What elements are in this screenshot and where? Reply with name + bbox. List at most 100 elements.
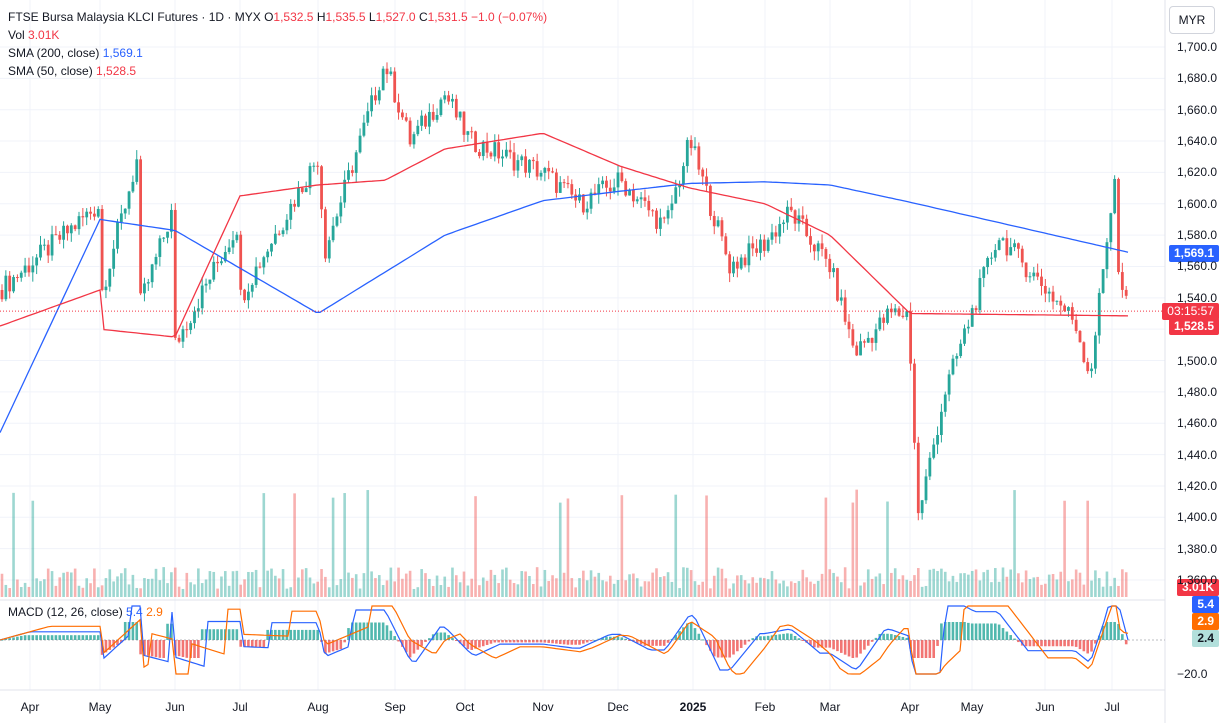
candle-body <box>605 180 608 188</box>
macd-hist-bar <box>308 629 312 640</box>
candle-body <box>732 261 735 274</box>
legend-c-value: 1,531.5 <box>427 10 468 24</box>
candle-body <box>277 233 281 235</box>
candle-body <box>959 343 963 357</box>
macd-hist-bar <box>420 640 423 646</box>
currency-button[interactable]: MYR <box>1169 6 1215 34</box>
macd-hist-bar <box>285 629 289 640</box>
candle-body <box>150 264 154 283</box>
candle-body <box>85 211 89 218</box>
candle-body <box>189 323 193 330</box>
candle-body <box>104 286 108 291</box>
volume-bar <box>986 569 989 597</box>
candle-body <box>628 189 631 196</box>
candle-body <box>281 230 285 235</box>
candle-body <box>866 337 870 343</box>
candle-body <box>393 71 397 103</box>
macd-hist-bar <box>1044 640 1047 647</box>
y-tick-label: 1,440.0 <box>1177 447 1218 462</box>
candle-body <box>1124 289 1128 296</box>
candle-body <box>874 329 878 343</box>
macd-hist-bar <box>108 640 112 650</box>
macd-hist-bar <box>62 635 65 640</box>
x-tick-label: Nov <box>532 700 554 714</box>
macd-hist-bar <box>43 635 46 640</box>
macd-hist-bar <box>1078 640 1082 650</box>
candle-body <box>782 222 785 225</box>
candle-body <box>1063 305 1066 311</box>
macd-hist-bar <box>58 635 62 640</box>
volume-bar <box>1036 576 1039 597</box>
macd-hist-bar <box>443 632 447 640</box>
volume-bar <box>89 583 92 597</box>
macd-hist-bar <box>693 628 697 640</box>
y-tick-label: 1,480.0 <box>1177 384 1218 399</box>
signal-line <box>0 605 1129 675</box>
legend-l-value: 1,527.0 <box>375 10 416 24</box>
macd-hist-bar <box>882 633 885 640</box>
volume-bar <box>216 588 219 597</box>
macd-hist-bar <box>331 640 335 652</box>
macd-hist-bar <box>994 623 997 640</box>
volume-bar <box>1063 500 1066 597</box>
macd-hist-bar <box>339 640 343 650</box>
sma200-line <box>0 181 1129 433</box>
legend-sma50-label: SMA (50, close) <box>8 64 93 78</box>
macd-hist-bar <box>786 633 789 640</box>
volume-bar <box>193 584 196 597</box>
candle-body <box>720 220 724 237</box>
candle-body <box>936 434 939 445</box>
legend-o-value: 1,532.5 <box>273 10 314 24</box>
candle-body <box>243 289 246 301</box>
candle-body <box>366 111 370 123</box>
volume-bar <box>547 581 550 597</box>
candle-body <box>955 356 959 359</box>
candle-body <box>566 182 570 185</box>
macd-hist-bar <box>351 622 354 640</box>
candle-body <box>327 240 331 259</box>
volume-bar <box>308 577 312 597</box>
candle-body <box>23 265 27 273</box>
volume-bar <box>304 568 308 597</box>
candle-body <box>504 149 508 157</box>
macd-hist-bar <box>250 640 254 648</box>
macd-hist-bar <box>932 640 935 658</box>
candle-body <box>520 156 524 161</box>
candle-body <box>535 161 539 177</box>
macd-hist-bar <box>635 640 639 644</box>
macd-hist-bar <box>289 629 293 640</box>
candle-body <box>227 247 231 252</box>
macd-hist-bar <box>813 640 816 648</box>
macd-hist-bar <box>497 640 500 643</box>
macd-hist-bar <box>774 634 778 640</box>
macd-hist-bar <box>19 635 23 640</box>
candle-body <box>73 225 77 230</box>
candle-body <box>358 135 362 153</box>
volume-bar <box>289 587 293 597</box>
macd-hist-bar <box>1055 640 1059 647</box>
candle-body <box>1028 276 1032 278</box>
macd-hist-bar <box>397 640 400 642</box>
candle-body <box>701 169 705 177</box>
volume-bar <box>659 577 662 597</box>
macd-hist-bar <box>1040 640 1043 647</box>
macd-hist-bar <box>832 640 835 650</box>
macd-hist-bar <box>709 640 712 651</box>
volume-bar <box>543 569 547 597</box>
macd-hist-bar <box>254 640 258 648</box>
signal-tag: 2.9 <box>1192 613 1219 630</box>
candle-body <box>420 115 424 126</box>
volume-bar <box>1067 581 1070 597</box>
macd-hist-bar <box>986 623 989 640</box>
volume-bar <box>789 581 793 597</box>
macd-hist-bar <box>455 640 458 641</box>
volume-bar <box>316 581 319 597</box>
macd-hist-bar <box>12 637 15 640</box>
macd-hist-bar <box>970 623 974 640</box>
volume-bar <box>62 572 65 597</box>
candle-body <box>585 208 589 213</box>
candle-body <box>593 192 597 195</box>
volume-bar <box>247 571 250 597</box>
candle-body <box>635 199 639 202</box>
